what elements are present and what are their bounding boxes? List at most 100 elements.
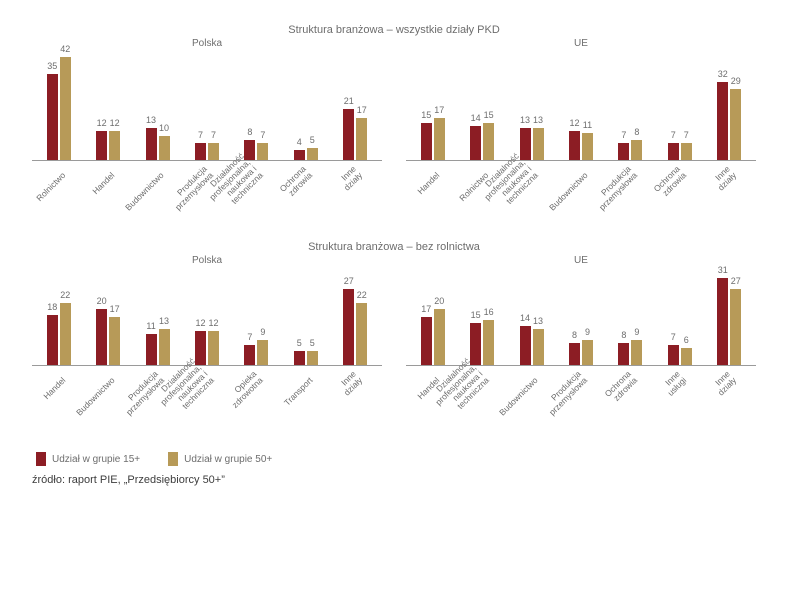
bar-value-label: 17 <box>434 105 444 115</box>
bar-value-label: 13 <box>146 115 156 125</box>
legend-item-b: Udział w grupie 50+ <box>168 452 272 466</box>
bar-group: 89 <box>618 340 642 365</box>
bar-value-label: 5 <box>310 135 315 145</box>
bar-value-label: 20 <box>434 296 444 306</box>
bar-series-b: 7 <box>208 143 219 160</box>
chart-panel: Polska3542121213107787452117RolnictwoHan… <box>32 38 382 235</box>
bar-series-a: 13 <box>146 128 157 160</box>
bar-value-label: 9 <box>260 327 265 337</box>
bar-series-b: 16 <box>483 320 494 365</box>
bar-series-a: 7 <box>668 143 679 160</box>
bar-series-b: 11 <box>582 133 593 160</box>
bar-series-a: 4 <box>294 150 305 160</box>
bar-group: 45 <box>294 148 318 160</box>
chart-section-title: Struktura branżowa – wszystkie działy PK… <box>32 24 756 36</box>
plot-area: 182220171113121279552722 <box>32 268 382 366</box>
bar-series-a: 12 <box>569 131 580 160</box>
bar-series-a: 5 <box>294 351 305 365</box>
bar-group: 78 <box>618 140 642 160</box>
bar-value-label: 12 <box>97 118 107 128</box>
bar-value-label: 11 <box>583 120 592 130</box>
bar-value-label: 29 <box>731 76 741 86</box>
bar-value-label: 31 <box>718 265 728 275</box>
legend-swatch <box>36 452 46 466</box>
bar-series-a: 12 <box>96 131 107 160</box>
bar-series-a: 13 <box>520 128 531 160</box>
bar-series-a: 14 <box>520 326 531 365</box>
chart-panel: UE1720151614138989763127HandelDziałalnoś… <box>406 255 756 440</box>
bar-series-b: 5 <box>307 148 318 160</box>
bar-value-label: 14 <box>520 313 530 323</box>
bar-group: 1310 <box>146 128 170 160</box>
bar-series-b: 7 <box>257 143 268 160</box>
bar-value-label: 15 <box>484 110 494 120</box>
bar-value-label: 8 <box>621 330 626 340</box>
bar-series-b: 5 <box>307 351 318 365</box>
legend: Udział w grupie 15+ Udział w grupie 50+ <box>32 452 756 466</box>
bar-group: 3542 <box>47 57 71 160</box>
chart-panel: UE151714151313121178773229HandelRolnictw… <box>406 38 756 235</box>
chart-section-title: Struktura branżowa – bez rolnictwa <box>32 241 756 253</box>
bar-value-label: 15 <box>421 110 431 120</box>
bar-series-a: 32 <box>717 82 728 160</box>
bar-value-label: 22 <box>60 290 70 300</box>
bar-value-label: 7 <box>671 130 676 140</box>
bar-value-label: 7 <box>247 332 252 342</box>
chart-panel: Polska182220171113121279552722HandelBudo… <box>32 255 382 440</box>
panel-title: Polska <box>32 38 382 49</box>
bar-value-label: 17 <box>421 304 431 314</box>
bar-series-a: 7 <box>618 143 629 160</box>
bar-series-b: 22 <box>60 303 71 365</box>
bar-group: 77 <box>668 143 692 160</box>
bar-group: 3229 <box>717 82 741 160</box>
bar-group: 89 <box>569 340 593 365</box>
bar-value-label: 21 <box>344 96 354 106</box>
bar-series-b: 9 <box>582 340 593 365</box>
bar-value-label: 5 <box>310 338 315 348</box>
panels-row: Polska3542121213107787452117RolnictwoHan… <box>32 38 756 235</box>
bars-container: 182220171113121279552722 <box>32 268 382 365</box>
bar-value-label: 12 <box>110 118 120 128</box>
bar-value-label: 7 <box>621 130 626 140</box>
bar-value-label: 13 <box>533 115 543 125</box>
bar-value-label: 4 <box>297 137 302 147</box>
x-axis-labels: HandelRolnictwoDziałalność profesjonalna… <box>406 161 756 171</box>
bar-group: 2117 <box>343 109 367 160</box>
bar-series-b: 8 <box>631 140 642 160</box>
bar-group: 55 <box>294 351 318 365</box>
bar-series-b: 15 <box>483 123 494 160</box>
bar-series-b: 13 <box>533 329 544 365</box>
bar-series-a: 31 <box>717 278 728 365</box>
bar-group: 79 <box>244 340 268 365</box>
bar-series-b: 13 <box>159 329 170 365</box>
bar-series-a: 7 <box>195 143 206 160</box>
bar-series-a: 14 <box>470 126 481 160</box>
bar-series-b: 27 <box>730 289 741 365</box>
bar-value-label: 32 <box>718 69 728 79</box>
bar-value-label: 27 <box>344 276 354 286</box>
bar-series-b: 10 <box>159 136 170 160</box>
bar-group: 1212 <box>195 331 219 365</box>
bar-series-a: 20 <box>96 309 107 365</box>
plot-area: 151714151313121178773229 <box>406 51 756 161</box>
bar-series-a: 7 <box>668 345 679 365</box>
bar-group: 1313 <box>520 128 544 160</box>
bar-value-label: 17 <box>357 105 367 115</box>
bar-series-a: 8 <box>569 343 580 365</box>
bar-series-b: 7 <box>681 143 692 160</box>
bar-value-label: 7 <box>198 130 203 140</box>
bar-value-label: 27 <box>731 276 741 286</box>
bar-group: 1720 <box>421 309 445 365</box>
bar-series-b: 12 <box>208 331 219 365</box>
bar-group: 2017 <box>96 309 120 365</box>
bar-group: 1413 <box>520 326 544 365</box>
plot-area: 3542121213107787452117 <box>32 51 382 161</box>
x-axis-labels: HandelBudownictwoProdukcja przemysłowaDz… <box>32 366 382 376</box>
bar-series-b: 9 <box>631 340 642 365</box>
bar-value-label: 9 <box>585 327 590 337</box>
bar-series-b: 17 <box>356 118 367 160</box>
bar-series-b: 42 <box>60 57 71 160</box>
bar-series-b: 12 <box>109 131 120 160</box>
legend-label: Udział w grupie 15+ <box>52 454 140 465</box>
bar-value-label: 16 <box>484 307 494 317</box>
